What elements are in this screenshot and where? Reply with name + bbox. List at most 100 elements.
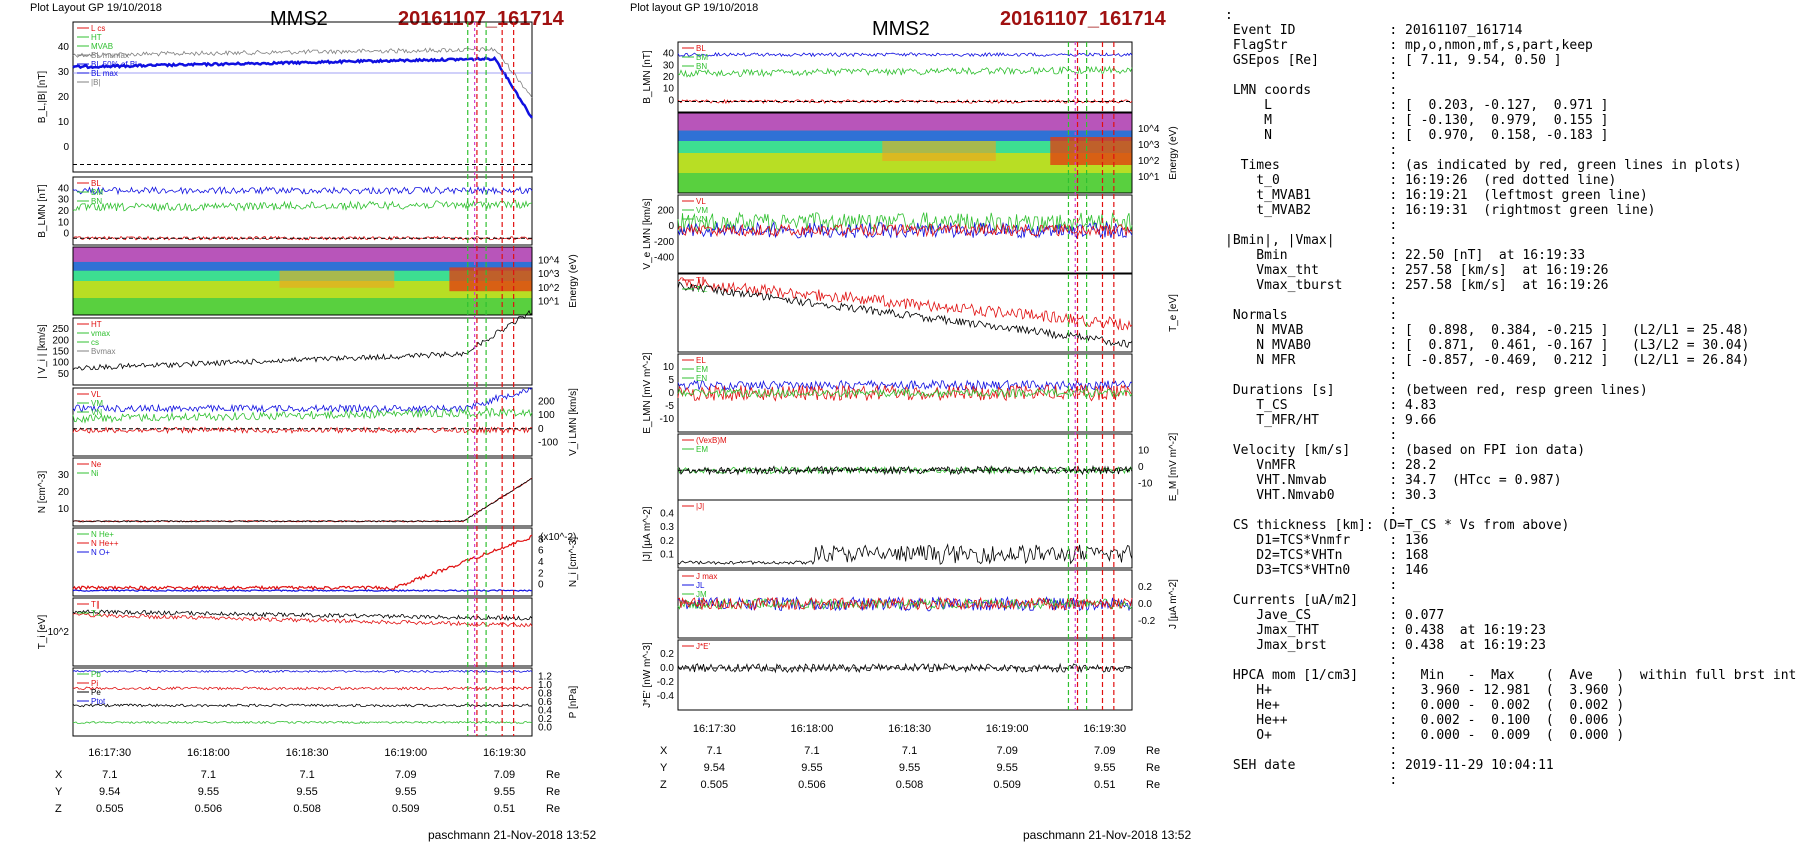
- middle-panel-4-series: [677, 383, 1133, 402]
- left-panel-1-series: [72, 235, 533, 241]
- middle-panel-7-legend-label: J max: [696, 572, 717, 581]
- middle-panel-0-ytick: 0: [668, 95, 674, 106]
- middle-panel-7-ytick: -0.2: [1138, 616, 1156, 627]
- middle-panel-2-ytick: -200: [654, 237, 674, 248]
- pos-row-value: 9.54: [99, 786, 120, 798]
- summary-line: :: [1225, 743, 1398, 758]
- left-panel-2-hot: [449, 267, 532, 292]
- left-layout-label: Plot Layout GP 19/10/2018: [30, 2, 162, 14]
- summary-line: H+ : 3.960 - 12.981 ( 3.960 ): [1225, 683, 1625, 698]
- summary-line: D2=TCS*VHTn : 168: [1225, 548, 1429, 563]
- middle-panel-0-frame: [677, 41, 1133, 113]
- left-panel-6-ytick: 4: [538, 557, 544, 568]
- pos-row-value: 9.55: [198, 786, 219, 798]
- left-panel-8-ytick: 1.2: [538, 672, 552, 683]
- middle-panel-5-frame: [677, 433, 1133, 501]
- pos-row-unit: Re: [546, 803, 560, 815]
- pos-row-value: 9.55: [1094, 762, 1115, 774]
- left-panel-3-legend-label: Bvmax: [91, 347, 115, 356]
- pos-row-label: X: [660, 745, 668, 757]
- pos-row-value: 9.55: [296, 786, 317, 798]
- middle-panel-4-legend-label: EL: [696, 356, 706, 365]
- middle-spacecraft-title: MMS2: [872, 18, 930, 40]
- left-panel-2-band: [73, 261, 532, 271]
- pos-row-value: 7.09: [395, 769, 416, 781]
- left-panel-6-legend-label: N He+: [91, 530, 114, 539]
- pos-row-value: 9.55: [801, 762, 822, 774]
- summary-line: Vmax_tburst : 257.58 [km/s] at 16:19:26: [1225, 278, 1609, 293]
- middle-panel-1-ytick: 10^1: [1138, 172, 1160, 183]
- summary-line: Velocity [km/s] : (based on FPI ion data…: [1225, 443, 1586, 458]
- left-panel-3-ylabel: | V_i | [km/s]: [37, 324, 48, 379]
- pos-row-value: 7.1: [902, 745, 917, 757]
- pos-row-unit: Re: [546, 786, 560, 798]
- middle-panel-2-series: [677, 211, 1133, 234]
- middle-panel-4-series: [677, 379, 1133, 392]
- middle-panel-1-frame: [677, 112, 1133, 194]
- summary-line: GSEpos [Re] : [ 7.11, 9.54, 0.50 ]: [1225, 53, 1562, 68]
- summary-line: :: [1225, 578, 1398, 593]
- middle-panel-8-ylabel: J*E' [nW m^-3]: [642, 642, 653, 708]
- summary-line: :: [1225, 143, 1398, 158]
- summary-line: T_MFR/HT : 9.66: [1225, 413, 1437, 428]
- summary-line: Normals :: [1225, 308, 1398, 323]
- left-panel-4-legend-label: VN: [91, 408, 102, 417]
- middle-panel-0-ylabel: B_LMN [nT]: [642, 50, 653, 104]
- summary-line: Event ID : 20161107_161714: [1225, 23, 1523, 38]
- left-panel-0-ytick: 0: [63, 142, 69, 153]
- left-panel-5-ytick: 10: [58, 504, 70, 515]
- summary-line: CS thickness [km]: (D=T_CS * Vs from abo…: [1225, 518, 1570, 533]
- summary-line: He+ : 0.000 - 0.002 ( 0.002 ): [1225, 698, 1625, 713]
- left-panel-2-band: [73, 247, 532, 262]
- middle-footer: paschmann 21-Nov-2018 13:52: [1023, 828, 1192, 842]
- middle-panel-1-band: [678, 130, 1132, 141]
- middle-panel-0-ytick: 30: [663, 60, 675, 71]
- middle-panel-5-ylabel: E_M [mV m^-2]: [1168, 432, 1179, 501]
- left-panel-7-legend-label: T∥: [91, 600, 100, 609]
- pos-row-value: 7.1: [707, 745, 722, 757]
- left-panel-3-legend-label: vmax: [91, 329, 110, 338]
- pos-row-value: 0.508: [896, 779, 924, 791]
- pos-row-value: 7.1: [201, 769, 216, 781]
- left-panel-8-series: [72, 686, 533, 691]
- middle-panel-6-ytick: 0.3: [660, 522, 674, 533]
- pos-row-value: 0.505: [96, 803, 124, 815]
- middle-panel-4-ytick: 5: [668, 375, 674, 386]
- pos-row-value: 7.09: [996, 745, 1017, 757]
- left-panel-1-ytick: 20: [58, 206, 70, 217]
- summary-line: LMN coords :: [1225, 83, 1398, 98]
- event-summary-panel: : Event ID : 20161107_161714 FlagStr : m…: [1225, 8, 1800, 808]
- middle-panel-2-series: [677, 222, 1133, 238]
- middle-panel-1-ylabel: Energy (eV): [1168, 126, 1179, 179]
- pos-row-value: 9.55: [899, 762, 920, 774]
- middle-panel-6-series: [677, 543, 1133, 566]
- left-panel-8-series: [72, 720, 533, 724]
- summary-line: Bmin : 22.50 [nT] at 16:19:33: [1225, 248, 1586, 263]
- left-panel-8-series: [72, 703, 533, 708]
- left-panel-1-legend-label: BM: [91, 188, 103, 197]
- left-panel-1-ytick: 0: [63, 229, 69, 240]
- left-panel-4-ytick: 200: [538, 397, 555, 408]
- summary-line: t_0 : 16:19:26 (red dotted line): [1225, 173, 1617, 188]
- pos-row-value: 7.09: [494, 769, 515, 781]
- time-tick-label: 16:19:30: [1083, 723, 1126, 735]
- summary-line: HPCA mom [1/cm3] : Min - Max ( Ave ) wit…: [1225, 668, 1797, 683]
- left-panel-0-ytick: 10: [58, 117, 70, 128]
- middle-panel-5-ytick: -10: [1138, 479, 1153, 490]
- middle-panel-6-ytick: 0.4: [660, 509, 674, 520]
- middle-panel-7-legend-label: JL: [696, 581, 705, 590]
- summary-line: :: [1225, 368, 1398, 383]
- summary-line: He++ : 0.002 - 0.100 ( 0.006 ): [1225, 713, 1625, 728]
- left-panel-8-ylabel: P [nPa]: [568, 685, 579, 718]
- middle-panel-6-ytick: 0.1: [660, 549, 674, 560]
- middle-panel-8-ytick: 0.2: [660, 649, 674, 660]
- middle-panel-8-ytick: -0.2: [657, 677, 675, 688]
- time-tick-label: 16:18:00: [791, 723, 834, 735]
- left-panel-5-legend-label: Ni: [91, 469, 99, 478]
- left-event-title: 20161107_161714: [398, 8, 564, 30]
- summary-line: Vmax_tht : 257.58 [km/s] at 16:19:26: [1225, 263, 1609, 278]
- summary-line: D3=TCS*VHTn0 : 146: [1225, 563, 1429, 578]
- left-panel-2-band: [73, 281, 532, 298]
- left-panel-2-ytick: 10^2: [538, 283, 560, 294]
